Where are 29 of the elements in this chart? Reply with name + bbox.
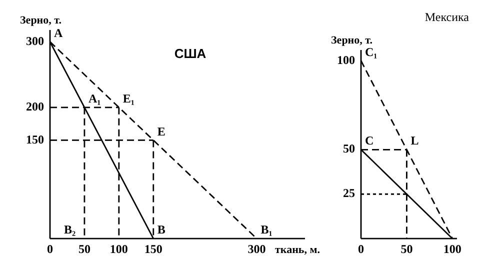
x-axis-title: ткань, м. — [275, 244, 320, 256]
x-tick-label: 300 — [248, 242, 266, 256]
x-tick-label: 0 — [47, 242, 53, 256]
annotation: A₁ — [88, 92, 102, 106]
y-tick-label: 150 — [26, 132, 44, 146]
y-tick-label: 100 — [337, 52, 355, 67]
annotation: B — [157, 222, 166, 237]
annotation: E₁ — [122, 92, 135, 106]
y-tick-label: 300 — [26, 34, 44, 48]
y-tick-label: 200 — [26, 100, 44, 114]
x-tick-label: 100 — [443, 242, 462, 256]
text: США — [174, 46, 207, 62]
x-tick-label: 50 — [400, 242, 413, 256]
annotation: L — [410, 134, 419, 148]
annotation: B₂ — [64, 222, 76, 237]
chart-title: Мексика — [424, 10, 470, 24]
annotation: A — [54, 26, 63, 40]
y-tick-label: 50 — [343, 142, 355, 156]
annotation: C₁ — [365, 44, 378, 59]
x-tick-label: 50 — [78, 242, 90, 256]
x-tick-label: 150 — [144, 242, 162, 256]
x-tick-label: 100 — [110, 242, 128, 256]
annotation: B₁ — [260, 222, 273, 237]
y-axis-title: Зерно, т. — [20, 14, 62, 26]
annotation: C — [365, 134, 374, 148]
x-tick-label: 0 — [358, 242, 364, 256]
y-axis-title: Зерно, т. — [331, 34, 373, 46]
annotation: E — [157, 124, 166, 138]
y-tick-label: 25 — [343, 186, 355, 200]
